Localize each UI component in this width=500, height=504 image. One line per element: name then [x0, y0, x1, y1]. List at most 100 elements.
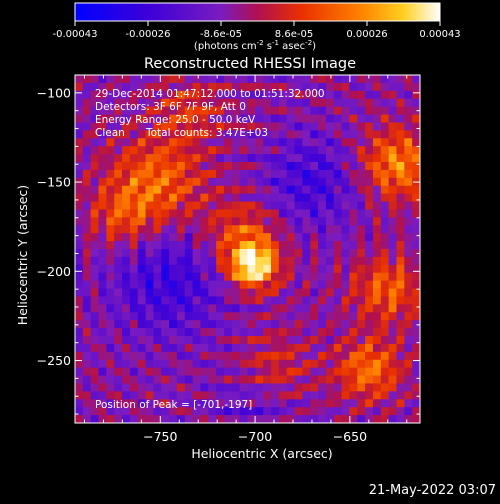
heatmap-cell: [255, 280, 264, 289]
heatmap-cell: [278, 106, 288, 115]
heatmap-cell: [255, 106, 264, 115]
heatmap-cell: [372, 288, 382, 297]
heatmap-cell: [98, 114, 107, 123]
heatmap-cell: [404, 122, 413, 131]
annotation-counts: Total counts: 3.47E+03: [145, 127, 268, 139]
heatmap-cell: [122, 225, 131, 234]
heatmap-cell: [286, 98, 295, 108]
heatmap-cell: [161, 217, 170, 226]
heatmap-cell: [192, 249, 201, 258]
heatmap-cell: [247, 114, 256, 123]
heatmap-cell: [184, 249, 194, 258]
heatmap-cell: [396, 288, 405, 297]
heatmap-cell: [325, 98, 335, 108]
heatmap-cell: [176, 162, 186, 171]
heatmap-cell: [82, 90, 92, 100]
heatmap-cell: [388, 296, 397, 305]
heatmap-cell: [333, 272, 342, 282]
heatmap-cell: [271, 328, 280, 337]
heatmap-cell: [153, 304, 162, 313]
heatmap-cell: [325, 122, 335, 131]
heatmap-cell: [200, 241, 209, 250]
heatmap-cell: [263, 407, 272, 416]
heatmap-cell: [396, 217, 405, 226]
heatmap-cell: [263, 367, 272, 376]
heatmap-cell: [302, 146, 311, 155]
heatmap-cell: [372, 320, 382, 329]
heatmap-cell: [137, 375, 146, 384]
heatmap-cell: [396, 399, 405, 408]
heatmap-cell: [169, 146, 178, 155]
heatmap-cell: [365, 312, 374, 321]
heatmap-cell: [286, 130, 295, 139]
heatmap-cell: [137, 82, 146, 92]
heatmap-cell: [98, 391, 107, 400]
heatmap-cell: [318, 169, 327, 179]
heatmap-cell: [75, 217, 84, 226]
heatmap-cell: [137, 336, 146, 345]
heatmap-cell: [412, 225, 420, 234]
y-axis: −100−150−200−250: [37, 74, 420, 415]
heatmap-cell: [106, 82, 115, 92]
heatmap-cell: [75, 209, 84, 218]
heatmap-cell: [278, 233, 288, 242]
heatmap-cell: [192, 399, 201, 408]
heatmap-cell: [278, 225, 288, 234]
heatmap-cell: [184, 162, 194, 171]
heatmap-cell: [271, 162, 280, 171]
heatmap-cell: [263, 98, 272, 108]
heatmap-cell: [176, 106, 186, 115]
heatmap-cell: [184, 146, 194, 155]
heatmap-cell: [192, 391, 201, 400]
colorbar-gradient: [75, 3, 440, 21]
heatmap-cell: [176, 146, 186, 155]
heatmap-cell: [82, 217, 92, 226]
heatmap-cell: [349, 122, 358, 131]
heatmap-cell: [404, 280, 413, 289]
heatmap-cell: [145, 391, 154, 400]
heatmap-cell: [192, 154, 201, 163]
heatmap-cell: [153, 82, 162, 92]
heatmap-cell: [380, 280, 390, 289]
heatmap-cell: [349, 162, 358, 171]
heatmap-cell: [145, 407, 154, 416]
heatmap-cell: [161, 249, 170, 258]
heatmap-cell: [231, 407, 241, 416]
heatmap-cell: [239, 280, 248, 289]
heatmap-cell: [247, 320, 256, 329]
heatmap-cell: [161, 375, 170, 384]
heatmap-cell: [310, 272, 319, 282]
heatmap-cell: [263, 138, 272, 147]
heatmap-cell: [271, 169, 280, 179]
heatmap-cell: [380, 415, 390, 423]
heatmap-cell: [396, 169, 405, 179]
heatmap-cell: [380, 391, 390, 400]
heatmap-cell: [231, 169, 241, 179]
heatmap-cell: [208, 391, 217, 400]
heatmap-cell: [349, 169, 358, 179]
heatmap-cell: [412, 154, 420, 163]
heatmap-cell: [208, 106, 217, 115]
heatmap-cell: [231, 122, 241, 131]
heatmap-cell: [231, 336, 241, 345]
heatmap-cell: [294, 154, 303, 163]
heatmap-cell: [75, 391, 84, 400]
heatmap-cell: [333, 169, 342, 179]
heatmap-cell: [145, 138, 154, 147]
heatmap-cell: [200, 375, 209, 384]
heatmap-cell: [114, 114, 123, 123]
heatmap-cell: [153, 177, 162, 187]
heatmap-cell: [286, 407, 295, 416]
heatmap-cell: [216, 233, 225, 242]
heatmap-cell: [216, 407, 225, 416]
heatmap-cell: [412, 280, 420, 289]
heatmap-cell: [129, 343, 139, 353]
heatmap-cell: [137, 312, 146, 321]
heatmap-cell: [200, 114, 209, 123]
heatmap-cell: [302, 169, 311, 179]
heatmap-cell: [341, 407, 350, 416]
heatmap-cell: [278, 249, 288, 258]
heatmap-cell: [333, 217, 342, 226]
heatmap-cell: [349, 154, 358, 163]
heatmap-cell: [302, 272, 311, 282]
